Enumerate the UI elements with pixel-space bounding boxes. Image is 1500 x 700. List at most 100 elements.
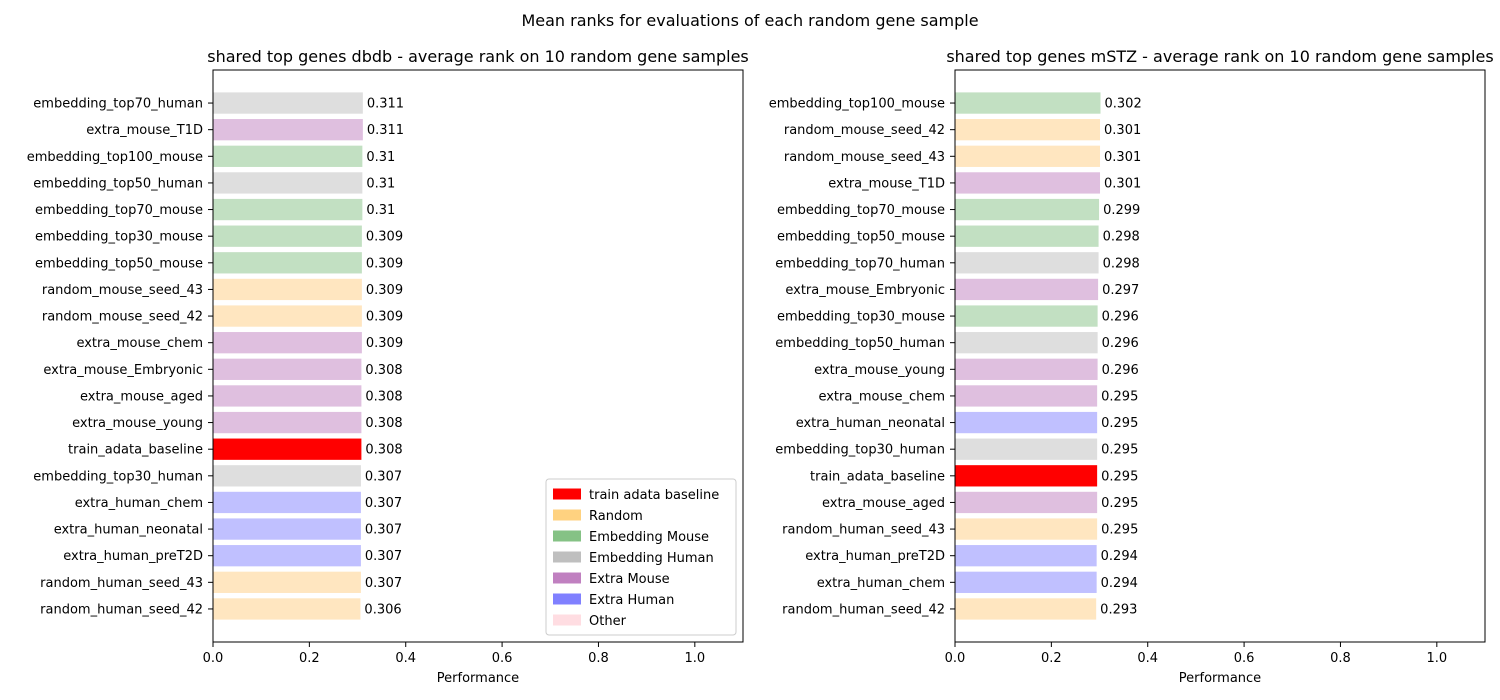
bar-extra-mouse-young (955, 358, 1098, 380)
category-label: embedding_top70_human (33, 97, 203, 112)
data-label: 0.299 (1103, 203, 1140, 218)
data-label: 0.308 (365, 416, 402, 431)
legend-entry: Embedding Mouse (589, 530, 709, 545)
category-label: extra_human_chem (75, 496, 203, 511)
category-label: embedding_top30_mouse (35, 230, 203, 245)
bar-embedding-top30-mouse (955, 305, 1098, 327)
axes-frame (954, 69, 1486, 643)
category-label: extra_human_preT2D (805, 549, 945, 564)
data-label: 0.301 (1104, 176, 1141, 191)
category-label: embedding_top100_mouse (769, 97, 945, 112)
bar-random-human-seed-42 (955, 598, 1097, 620)
legend-box (545, 478, 737, 636)
data-label: 0.294 (1101, 549, 1138, 564)
category-label: embedding_top30_mouse (777, 310, 945, 325)
bar-extra-mouse-aged (955, 491, 1098, 514)
x-axis-label: Performance (437, 671, 519, 686)
data-label: 0.307 (365, 496, 402, 511)
category-label: extra_mouse_Embryonic (43, 363, 203, 378)
category-label: train_adata_baseline (68, 443, 203, 458)
legend-swatch-extra-human (553, 593, 581, 605)
data-label: 0.311 (367, 97, 404, 112)
data-label: 0.298 (1103, 230, 1140, 245)
data-label: 0.295 (1101, 443, 1138, 458)
x-tick-label: 0.4 (1137, 651, 1158, 666)
x-tick-label: 1.0 (684, 651, 705, 666)
chart-title: shared top genes dbdb - average rank on … (207, 47, 749, 66)
data-label: 0.309 (366, 310, 403, 325)
data-label: 0.308 (365, 389, 402, 404)
category-label: extra_mouse_T1D (86, 123, 203, 138)
bar-extra-human-chem (213, 491, 361, 514)
bar-extra-human-pret2d (955, 545, 1097, 567)
category-label: random_human_seed_42 (40, 602, 203, 617)
x-tick-label: 0.6 (1234, 651, 1255, 666)
legend-entry: Extra Mouse (589, 572, 670, 587)
chart-panel-2: shared top genes mSTZ - average rank on … (769, 47, 1494, 686)
category-label: train_adata_baseline (810, 469, 945, 484)
bar-embedding-top30-mouse (213, 225, 362, 247)
bar-extra-human-neonatal (955, 411, 1098, 434)
bar-random-mouse-seed-43 (955, 145, 1101, 167)
x-tick-label: 0.4 (395, 651, 416, 666)
bar-train-adata-baseline (213, 438, 362, 460)
data-label: 0.295 (1101, 496, 1138, 511)
bar-extra-mouse-chem (213, 332, 362, 354)
bar-embedding-top70-mouse (955, 198, 1100, 221)
data-label: 0.307 (365, 576, 402, 591)
bar-embedding-top100-mouse (213, 145, 363, 167)
category-label: random_mouse_seed_42 (784, 123, 945, 138)
bar-embedding-top50-mouse (955, 225, 1099, 247)
category-label: random_mouse_seed_43 (784, 150, 945, 165)
legend: train adata baseline Random Embedding Mous… (545, 478, 737, 636)
x-tick-label: 1.0 (1426, 651, 1447, 666)
data-label: 0.296 (1102, 336, 1139, 351)
bar-random-mouse-seed-43 (213, 278, 362, 301)
bar-random-mouse-seed-42 (955, 119, 1101, 141)
category-label: embedding_top50_mouse (35, 256, 203, 271)
bar-extra-mouse-young (213, 411, 362, 434)
x-tick-label: 0.8 (1330, 651, 1351, 666)
bar-extra-mouse-t1d (213, 119, 363, 141)
bar-extra-human-chem (955, 571, 1097, 593)
bar-embedding-top50-human (955, 332, 1098, 354)
category-label: embedding_top100_mouse (27, 150, 203, 165)
category-label: extra_mouse_aged (80, 389, 203, 404)
bar-random-human-seed-42 (213, 598, 361, 620)
data-label: 0.298 (1103, 256, 1140, 271)
data-label: 0.295 (1101, 469, 1138, 484)
x-tick-label: 0.0 (945, 651, 966, 666)
bar-random-human-seed-43 (955, 518, 1098, 540)
data-label: 0.296 (1102, 310, 1139, 325)
data-label: 0.31 (366, 150, 395, 165)
data-label: 0.309 (366, 283, 403, 298)
category-label: extra_human_neonatal (54, 523, 203, 538)
legend-swatch-embedding-mouse (553, 530, 581, 542)
x-axis-label: Performance (1179, 671, 1261, 686)
category-label: random_mouse_seed_43 (42, 283, 203, 298)
bar-extra-human-neonatal (213, 518, 361, 540)
data-label: 0.297 (1102, 283, 1139, 298)
data-label: 0.307 (365, 523, 402, 538)
bar-extra-mouse-chem (955, 385, 1098, 407)
data-label: 0.301 (1104, 123, 1141, 138)
category-label: embedding_top50_human (33, 176, 203, 191)
category-label: random_human_seed_42 (782, 602, 945, 617)
category-label: embedding_top30_human (33, 469, 203, 484)
legend-swatch-other (553, 614, 581, 626)
data-label: 0.293 (1100, 602, 1137, 617)
category-label: embedding_top70_mouse (777, 203, 945, 218)
data-label: 0.31 (366, 203, 395, 218)
category-label: extra_human_neonatal (796, 416, 945, 431)
bar-embedding-top50-mouse (213, 252, 362, 274)
x-tick-label: 0.8 (588, 651, 609, 666)
data-label: 0.302 (1105, 97, 1142, 112)
bar-extra-mouse-t1d (955, 172, 1101, 194)
axes-frame (212, 69, 744, 643)
bar-random-mouse-seed-42 (213, 305, 362, 327)
data-label: 0.309 (366, 230, 403, 245)
data-label: 0.31 (366, 176, 395, 191)
legend-entry: Random (589, 509, 643, 524)
data-label: 0.295 (1101, 416, 1138, 431)
